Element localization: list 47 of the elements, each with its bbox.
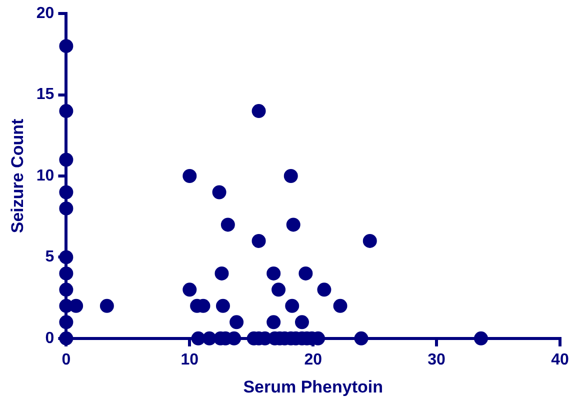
x-tick-label: 10 — [180, 351, 199, 368]
point — [220, 218, 235, 232]
point — [284, 169, 298, 183]
y-tick-label: 20 — [36, 5, 54, 22]
point — [59, 282, 74, 297]
point — [474, 331, 488, 346]
point — [182, 282, 197, 297]
x-axis-title: Serum Phenytoin — [243, 377, 384, 396]
point — [216, 298, 230, 313]
point — [59, 250, 74, 264]
point — [59, 152, 74, 167]
point — [59, 201, 74, 216]
point — [59, 266, 74, 280]
y-tick-label: 5 — [45, 248, 54, 266]
point — [298, 266, 313, 280]
point — [100, 298, 114, 313]
point — [294, 315, 309, 330]
point — [252, 104, 266, 118]
y-tick-label: 0 — [45, 330, 54, 347]
point — [266, 266, 281, 280]
point — [59, 331, 74, 346]
y-tick-label: 15 — [36, 86, 54, 104]
point — [362, 234, 377, 248]
x-tick-label: 30 — [428, 351, 446, 368]
point — [252, 234, 266, 248]
point — [266, 315, 281, 330]
point — [69, 298, 84, 313]
point — [59, 39, 74, 54]
point — [286, 218, 300, 232]
x-tick-label: 20 — [304, 351, 322, 368]
y-axis-title: Seizure Count — [8, 118, 27, 234]
point — [212, 185, 226, 200]
point — [230, 315, 244, 330]
point — [214, 266, 229, 280]
point — [317, 282, 332, 297]
point — [202, 331, 216, 346]
point — [59, 315, 74, 330]
point — [354, 331, 368, 346]
x-tick-label: 0 — [62, 351, 71, 368]
point — [333, 298, 348, 313]
point — [272, 282, 286, 297]
y-tick-label: 10 — [36, 167, 54, 184]
point — [285, 298, 300, 313]
x-tick-label: 40 — [551, 351, 569, 368]
point — [182, 169, 197, 183]
point — [59, 104, 74, 118]
point — [59, 185, 74, 200]
